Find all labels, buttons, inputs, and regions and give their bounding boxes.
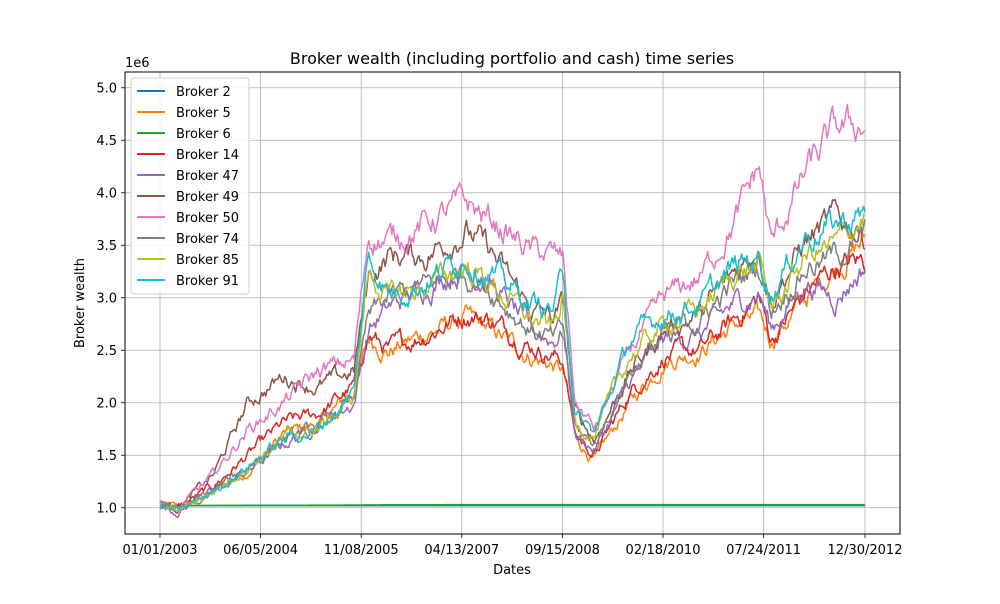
legend-label: Broker 2 bbox=[176, 85, 231, 100]
y-tick-label: 3.5 bbox=[96, 239, 117, 254]
y-tick-label: 3.0 bbox=[96, 291, 117, 306]
y-tick-label: 1.0 bbox=[96, 501, 117, 516]
series-line bbox=[159, 205, 866, 511]
x-tick-label: 09/15/2008 bbox=[525, 543, 600, 558]
x-tick-label: 04/13/2007 bbox=[424, 543, 499, 558]
legend-label: Broker 85 bbox=[176, 253, 239, 268]
series-line bbox=[159, 103, 866, 510]
legend-label: Broker 50 bbox=[176, 211, 239, 226]
chart-title: Broker wealth (including portfolio and c… bbox=[290, 49, 734, 68]
legend-label: Broker 14 bbox=[176, 148, 239, 163]
x-tick-label: 01/01/2003 bbox=[123, 543, 198, 558]
y-tick-label: 4.5 bbox=[96, 134, 117, 149]
x-axis-label: Dates bbox=[493, 563, 531, 578]
y-axis-label: Broker wealth bbox=[73, 258, 88, 348]
x-tick-label: 06/05/2004 bbox=[223, 543, 298, 558]
grid bbox=[125, 72, 900, 534]
legend-label: Broker 49 bbox=[176, 190, 239, 205]
x-tick-label: 02/18/2010 bbox=[626, 543, 701, 558]
y-tick-label: 4.0 bbox=[96, 186, 117, 201]
legend-label: Broker 6 bbox=[176, 127, 231, 142]
x-tick-label: 12/30/2012 bbox=[828, 543, 903, 558]
x-tick-label: 11/08/2005 bbox=[324, 543, 399, 558]
legend-label: Broker 47 bbox=[176, 169, 239, 184]
legend-label: Broker 74 bbox=[176, 232, 239, 247]
series-line bbox=[159, 252, 866, 511]
axes: 01/01/2003 06/05/2004 11/08/2005 04/13/2007… bbox=[96, 81, 902, 558]
series-lines bbox=[159, 103, 866, 519]
y-tick-label: 2.5 bbox=[96, 344, 117, 359]
series-line bbox=[160, 503, 865, 507]
y-axis-multiplier: 1e6 bbox=[125, 56, 150, 71]
series-line bbox=[159, 198, 866, 514]
y-tick-label: 2.0 bbox=[96, 396, 117, 411]
legend-label: Broker 91 bbox=[176, 274, 239, 289]
legend-label: Broker 5 bbox=[176, 106, 231, 121]
x-tick-label: 07/24/2011 bbox=[726, 543, 801, 558]
y-tick-label: 1.5 bbox=[96, 449, 117, 464]
y-tick-label: 5.0 bbox=[96, 81, 117, 96]
legend: Broker 2 Broker 5 Broker 6 Broker 14 Broker … bbox=[130, 77, 250, 295]
plot-frame bbox=[124, 71, 901, 535]
